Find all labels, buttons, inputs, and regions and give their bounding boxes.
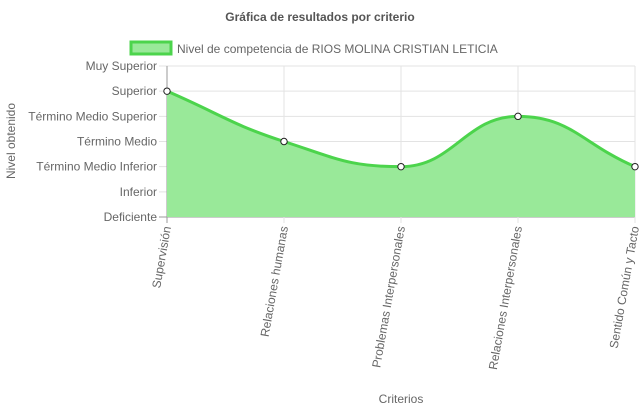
legend-color-swatch [129, 40, 173, 56]
x-tick-label: Supervisión [149, 225, 174, 289]
y-tick-label: Término Medio Inferior [36, 160, 157, 174]
data-point[interactable] [397, 162, 405, 171]
y-tick-label: Superior [112, 84, 157, 98]
data-point[interactable] [514, 112, 522, 121]
x-tick-label: Sentido Común y Tacto [607, 225, 639, 350]
data-points [163, 87, 639, 171]
x-axis-ticks: Supervisión Relaciones humanas Problemas I… [149, 225, 639, 371]
series-area-fill [167, 91, 635, 217]
y-tick-label: Muy Superior [86, 59, 157, 73]
data-point[interactable] [631, 162, 639, 171]
y-tick-label: Término Medio Superior [28, 109, 157, 123]
y-tick-label: Deficiente [104, 210, 158, 224]
data-point[interactable] [280, 137, 288, 146]
x-tick-label: Relaciones humanas [258, 225, 291, 338]
x-tick-label: Relaciones Interpersonales [486, 225, 525, 371]
chart-legend[interactable]: Nivel de competencia de RIOS MOLINA CRIS… [129, 40, 498, 56]
y-axis-ticks: Deficiente Inferior Término Medio Inferior… [28, 59, 157, 224]
data-point[interactable] [163, 87, 171, 95]
x-tick-label: Problemas Interpersonales [369, 225, 408, 369]
x-axis-title: Criterios [379, 392, 424, 406]
y-tick-label: Término Medio [77, 135, 157, 149]
y-tick-label: Inferior [120, 185, 157, 199]
legend-label: Nivel de competencia de RIOS MOLINA CRIS… [177, 42, 498, 56]
y-axis-title: Nivel obtenido [4, 103, 18, 179]
chart-title: Gráfica de resultados por criterio [225, 10, 414, 24]
